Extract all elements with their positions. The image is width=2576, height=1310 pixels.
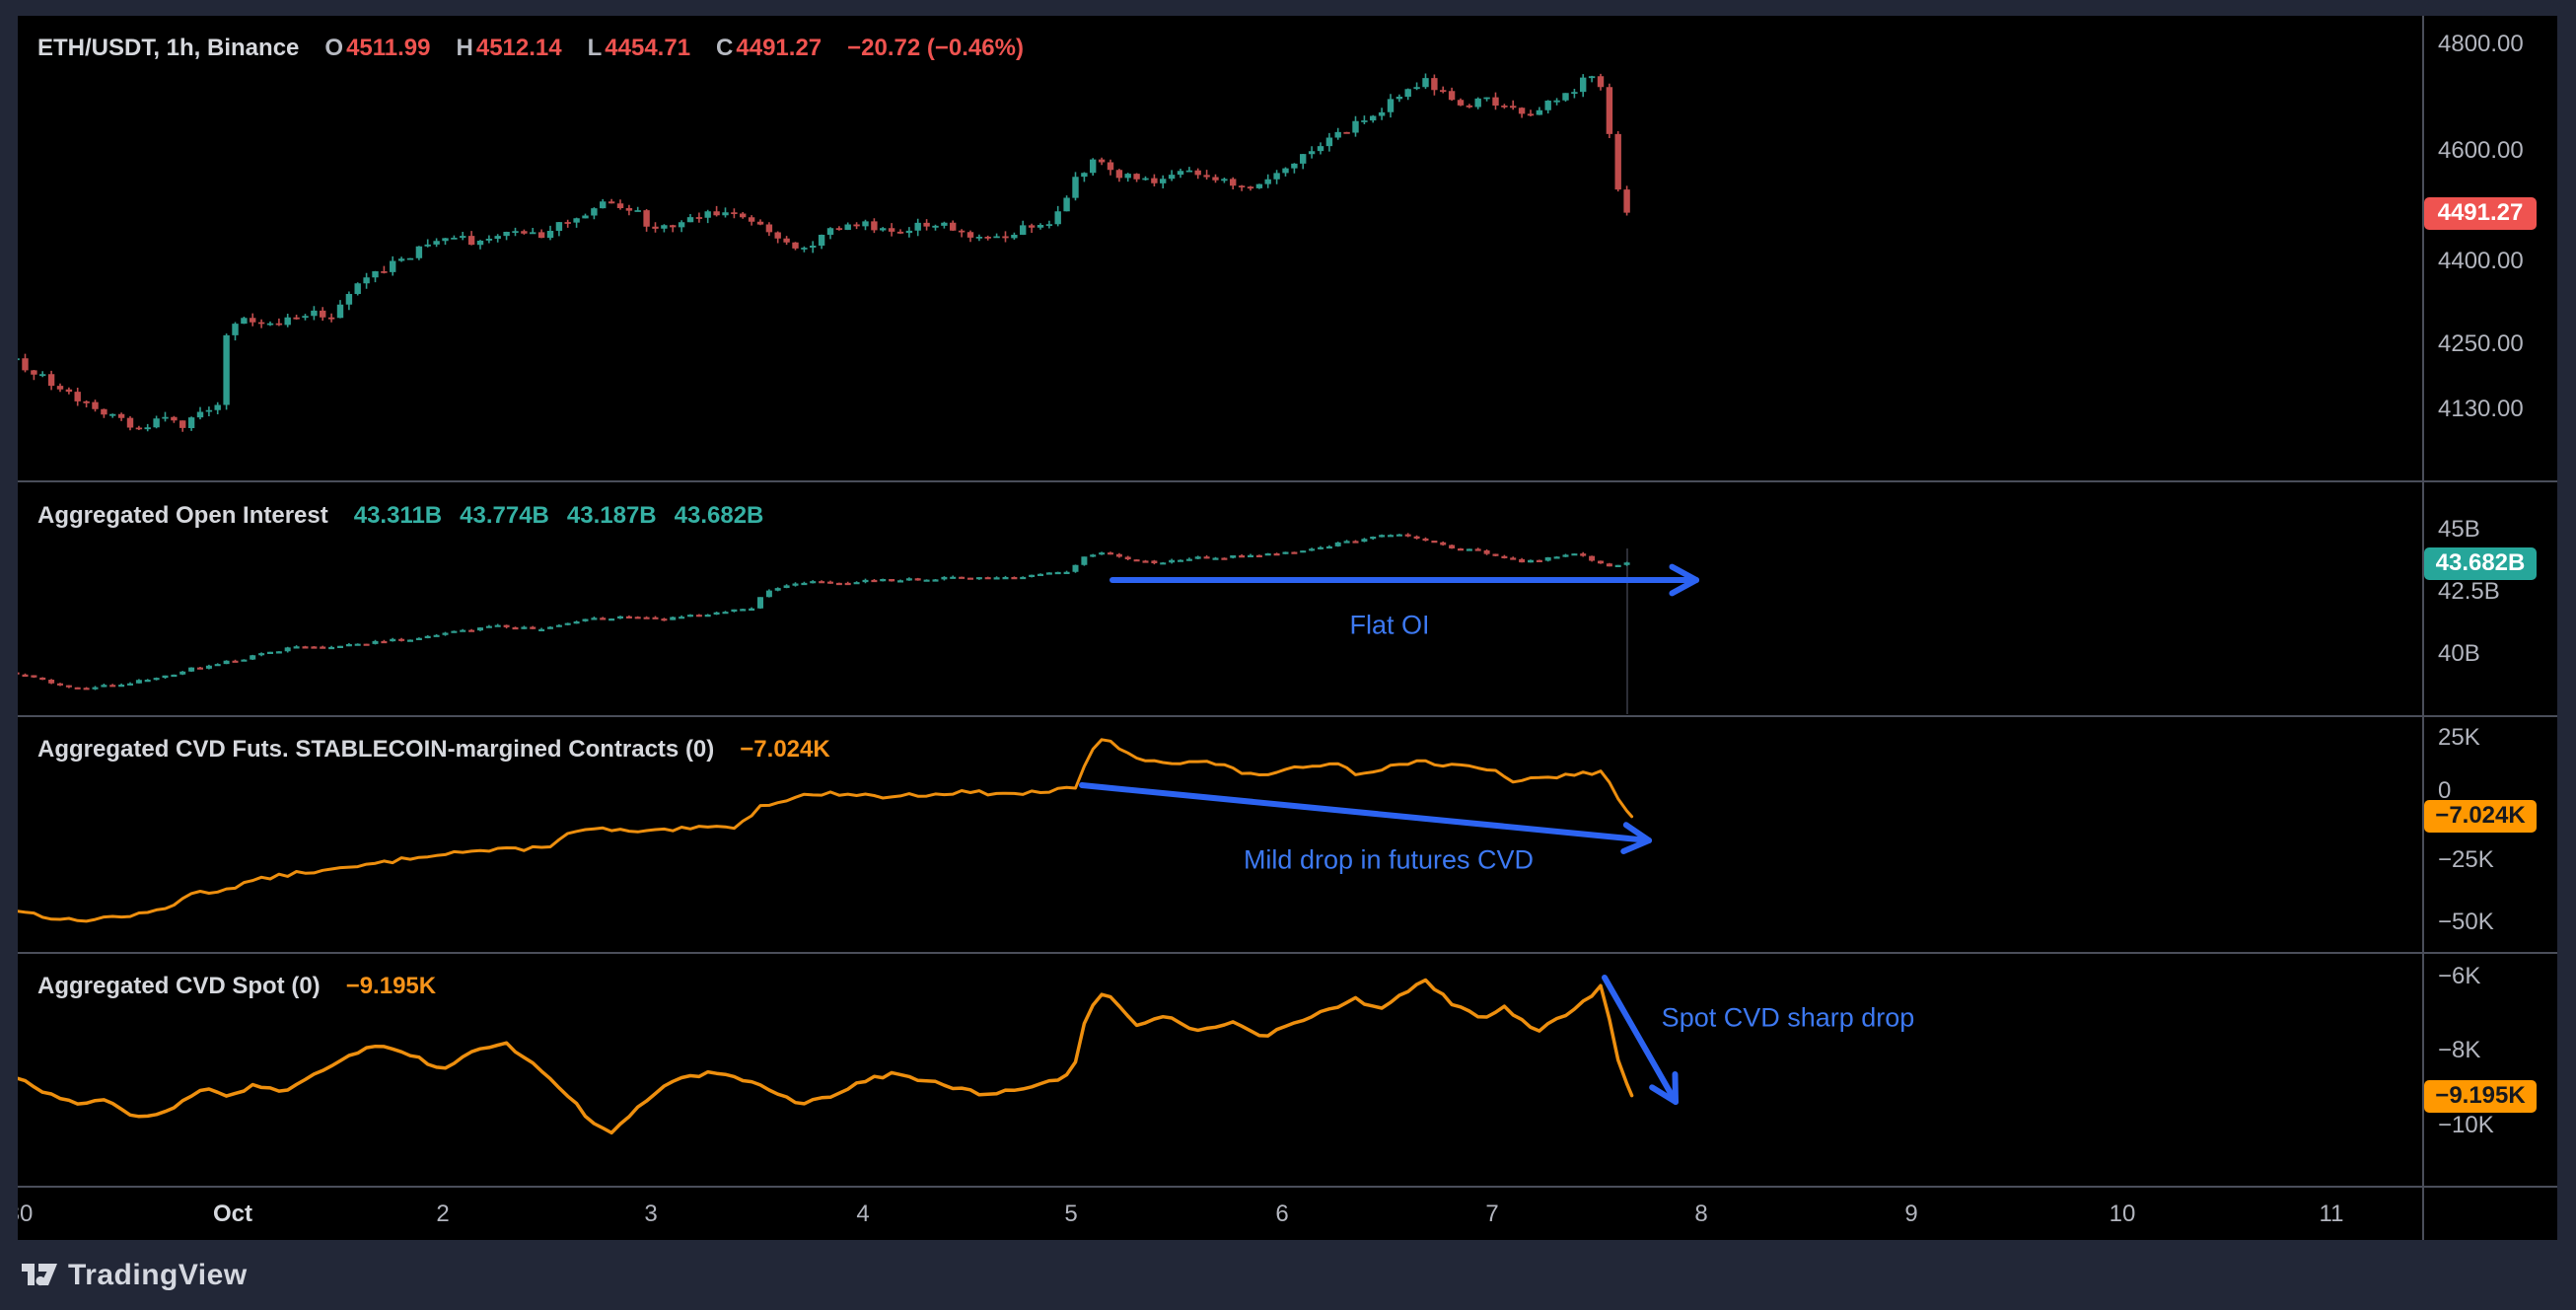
annotation-arrow[interactable] xyxy=(1602,975,1679,1105)
time-axis-label: 4 xyxy=(856,1201,870,1227)
price-change-value: −20.72 (−0.46%) xyxy=(847,35,1024,61)
time-axis-label: 30 xyxy=(18,1201,34,1227)
oi-low-value: 43.187B xyxy=(566,502,657,529)
time-axis-label: 7 xyxy=(1485,1201,1499,1227)
oi-axis-tick: 45B xyxy=(2438,516,2480,543)
ohlc-high-value: 4512.14 xyxy=(475,35,562,61)
oi-series[interactable] xyxy=(14,533,1630,691)
open-interest-value-badge: 43.682B xyxy=(2424,546,2537,580)
oi-open-value: 43.311B xyxy=(353,502,443,529)
footer-bar: TradingView xyxy=(0,1240,2576,1310)
cvd-spot-legend[interactable]: Aggregated CVD Spot (0) −9.195K xyxy=(37,970,436,1003)
chart-canvas[interactable] xyxy=(18,16,2557,1240)
open-interest-legend[interactable]: Aggregated Open Interest 43.311B 43.774B… xyxy=(37,499,763,533)
ohlc-low-value: 4454.71 xyxy=(605,35,691,61)
ohlc-open-label: O xyxy=(324,35,344,61)
pane-divider[interactable] xyxy=(18,715,2557,717)
ohlc-close: C 4491.27 xyxy=(716,35,822,62)
cvd-futures-value: −7.024K xyxy=(740,736,830,763)
pane-divider[interactable] xyxy=(18,480,2557,482)
time-axis[interactable]: 30 Oct 2 3 4 5 6 7 8 9 10 11 xyxy=(18,1188,2557,1240)
time-axis-label: Oct xyxy=(212,1201,253,1227)
ohlc-close-label: C xyxy=(716,35,734,61)
time-axis-label: 10 xyxy=(2109,1201,2136,1227)
price-axis-tick: 4800.00 xyxy=(2438,31,2524,57)
spot-axis-tick: −6K xyxy=(2438,963,2481,989)
oi-axis-tick: 42.5B xyxy=(2438,578,2500,605)
cvd-spot-value: −9.195K xyxy=(345,973,437,999)
futs-axis-tick: −50K xyxy=(2438,909,2494,935)
futs-series[interactable] xyxy=(17,738,1634,923)
cvd-futures-title[interactable]: Aggregated CVD Futs. STABLECOIN-margined… xyxy=(37,736,715,763)
cvd-futures-value-badge: −7.024K xyxy=(2424,799,2537,833)
ohlc-open: O 4511.99 xyxy=(324,35,430,62)
time-axis-label: 5 xyxy=(1064,1201,1078,1227)
price-series[interactable] xyxy=(13,73,1630,432)
time-axis-label: 3 xyxy=(644,1201,658,1227)
futs-axis-tick: −25K xyxy=(2438,846,2494,873)
ohlc-high: H 4512.14 xyxy=(457,35,562,62)
oi-close-value: 43.682B xyxy=(674,502,764,529)
ohlc-high-label: H xyxy=(456,35,473,61)
ohlc-close-value: 4491.27 xyxy=(736,35,823,61)
price-axis-tick: 4600.00 xyxy=(2438,137,2524,164)
futs-axis-tick: 0 xyxy=(2438,777,2452,804)
cvd-spot-title[interactable]: Aggregated CVD Spot (0) xyxy=(37,973,321,999)
open-interest-values: 43.311B 43.774B 43.187B 43.682B xyxy=(354,502,764,530)
oi-axis-tick: 40B xyxy=(2438,640,2480,667)
cvd-spot-value-badge: −9.195K xyxy=(2424,1079,2537,1113)
ohlc-open-value: 4511.99 xyxy=(346,35,431,61)
symbol-title[interactable]: ETH/USDT, 1h, Binance xyxy=(37,35,300,61)
time-axis-label: 6 xyxy=(1275,1201,1289,1227)
time-axis-label: 8 xyxy=(1694,1201,1708,1227)
annotation-arrow[interactable] xyxy=(1109,563,1699,597)
futs-axis-tick: 25K xyxy=(2438,724,2480,751)
price-pane-legend[interactable]: ETH/USDT, 1h, Binance O 4511.99 H 4512.14 … xyxy=(37,32,1024,65)
annotation-arrow[interactable] xyxy=(1079,782,1652,854)
time-axis-label: 2 xyxy=(436,1201,450,1227)
price-axis-tick: 4250.00 xyxy=(2438,330,2524,357)
annotation-flat-oi[interactable]: Flat OI xyxy=(1349,610,1430,640)
time-axis-label: 9 xyxy=(1904,1201,1918,1227)
tradingview-logo-icon xyxy=(22,1263,57,1285)
price-last-value-badge: 4491.27 xyxy=(2424,196,2537,230)
time-axis-label: 11 xyxy=(2319,1201,2344,1227)
pane-divider[interactable] xyxy=(18,952,2557,954)
price-axis-tick: 4400.00 xyxy=(2438,248,2524,274)
tradingview-logo[interactable]: TradingView xyxy=(22,1259,248,1292)
spot-axis-tick: −8K xyxy=(2438,1037,2481,1063)
spot-series[interactable] xyxy=(17,978,1634,1135)
open-interest-title[interactable]: Aggregated Open Interest xyxy=(37,502,328,529)
price-axis-tick: 4130.00 xyxy=(2438,396,2524,422)
price-scale-border[interactable] xyxy=(2422,16,2424,1240)
annotation-mild-drop-futures-cvd[interactable]: Mild drop in futures CVD xyxy=(1243,844,1535,875)
spot-axis-tick: −10K xyxy=(2438,1112,2494,1138)
annotation-spot-cvd-sharp-drop[interactable]: Spot CVD sharp drop xyxy=(1661,1002,1915,1033)
tradingview-logo-text: TradingView xyxy=(68,1258,248,1291)
cvd-futures-legend[interactable]: Aggregated CVD Futs. STABLECOIN-margined… xyxy=(37,733,830,766)
ohlc-low-label: L xyxy=(587,35,603,61)
pane-divider[interactable] xyxy=(18,1186,2557,1188)
ohlc-low: L 4454.71 xyxy=(588,35,690,62)
oi-high-value: 43.774B xyxy=(460,502,549,529)
